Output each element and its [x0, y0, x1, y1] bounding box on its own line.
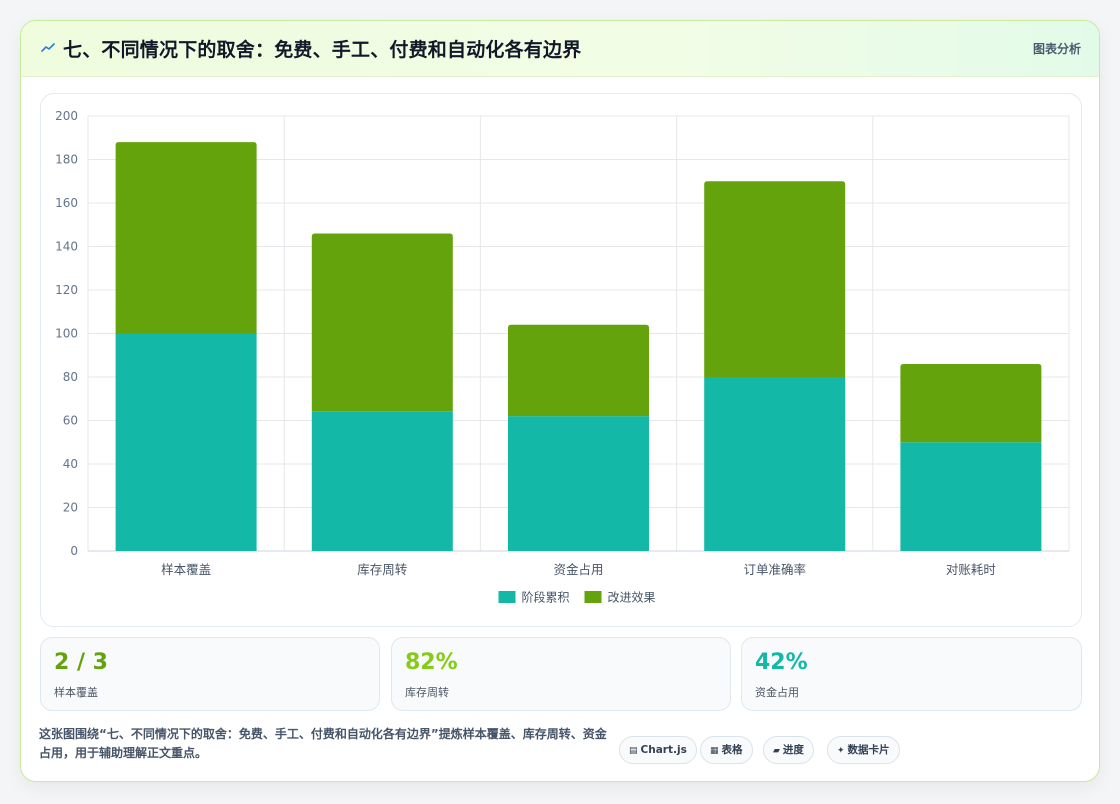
grid-icon: ▦: [710, 746, 719, 756]
x-tick-label: 库存周转: [357, 562, 407, 577]
bar-segment: [704, 181, 846, 377]
progress-icon: ▰: [773, 746, 780, 756]
stat-value: 42%: [755, 650, 808, 675]
bar-segment: [508, 324, 649, 417]
bar-segment: [115, 333, 257, 551]
y-tick-label: 140: [55, 240, 78, 254]
bar-segment: [900, 442, 1042, 551]
chart-analysis-tag[interactable]: 图表分析: [1032, 42, 1081, 56]
stat-card-3: 42% 资金占用: [741, 637, 1082, 711]
legend-label: 阶段累积: [522, 590, 570, 605]
legend-label: 改进效果: [608, 590, 656, 605]
y-tick-label: 160: [55, 196, 78, 210]
stacked-bar-chart: 0 20 40 60 80 100 120 140 160 180 200 样本覆盖 库存周转 资金占用 订…: [55, 109, 1070, 605]
stat-label: 样本覆盖: [54, 686, 98, 699]
table-icon: ▤: [629, 746, 638, 756]
y-tick-label: 100: [55, 327, 78, 341]
x-tick-label: 样本覆盖: [161, 562, 211, 577]
stat-label: 库存周转: [405, 686, 449, 699]
bar-segment: [115, 142, 257, 334]
y-tick-label: 200: [55, 109, 78, 123]
pill-progress[interactable]: ▰ 进度: [763, 736, 814, 764]
x-tick-label: 资金占用: [553, 562, 603, 577]
chart-card: 七、不同情况下的取舍：免费、手工、付费和自动化各有边界 图表分析 0 20 40 60…: [20, 20, 1100, 782]
stat-card-2: 82% 库存周转: [391, 637, 731, 711]
y-tick-label: 0: [70, 544, 78, 558]
card-header: 七、不同情况下的取舍：免费、手工、付费和自动化各有边界 图表分析: [21, 21, 1099, 77]
stat-value: 82%: [405, 650, 458, 675]
bar-segment: [311, 411, 453, 551]
x-tick-label: 订单准确率: [743, 562, 806, 577]
y-tick-label: 20: [63, 501, 78, 515]
x-tick-label: 对账耗时: [946, 562, 997, 577]
legend-swatch: [584, 591, 602, 603]
pill-chartjs[interactable]: ▤ Chart.js: [619, 736, 697, 764]
y-tick-label: 180: [55, 153, 78, 167]
sparkle-icon: ✦: [837, 746, 845, 756]
stat-value: 2 / 3: [54, 650, 108, 675]
pill-table[interactable]: ▦ 表格: [700, 736, 753, 764]
y-tick-label: 60: [63, 414, 78, 428]
bar-segment: [704, 377, 846, 551]
y-tick-label: 40: [63, 457, 78, 471]
page-title: 七、不同情况下的取舍：免费、手工、付费和自动化各有边界: [63, 39, 582, 61]
legend-swatch: [498, 591, 516, 603]
bar-segment: [900, 363, 1042, 443]
bar-segment: [508, 416, 649, 551]
chart-panel: 0 20 40 60 80 100 120 140 160 180 200 样本覆盖 库存周转 资金占用 订…: [40, 93, 1082, 627]
chart-line-icon: [41, 41, 55, 55]
y-tick-label: 120: [55, 283, 78, 297]
bar-segment: [311, 233, 453, 412]
pill-data-card[interactable]: ✦ 数据卡片: [827, 736, 900, 764]
stat-card-1: 2 / 3 样本覆盖: [40, 637, 380, 711]
y-tick-label: 80: [63, 370, 78, 384]
stat-label: 资金占用: [755, 686, 799, 699]
chart-description: 这张图围绕“七、不同情况下的取舍：免费、手工、付费和自动化各有边界”提炼样本覆盖…: [39, 727, 607, 760]
